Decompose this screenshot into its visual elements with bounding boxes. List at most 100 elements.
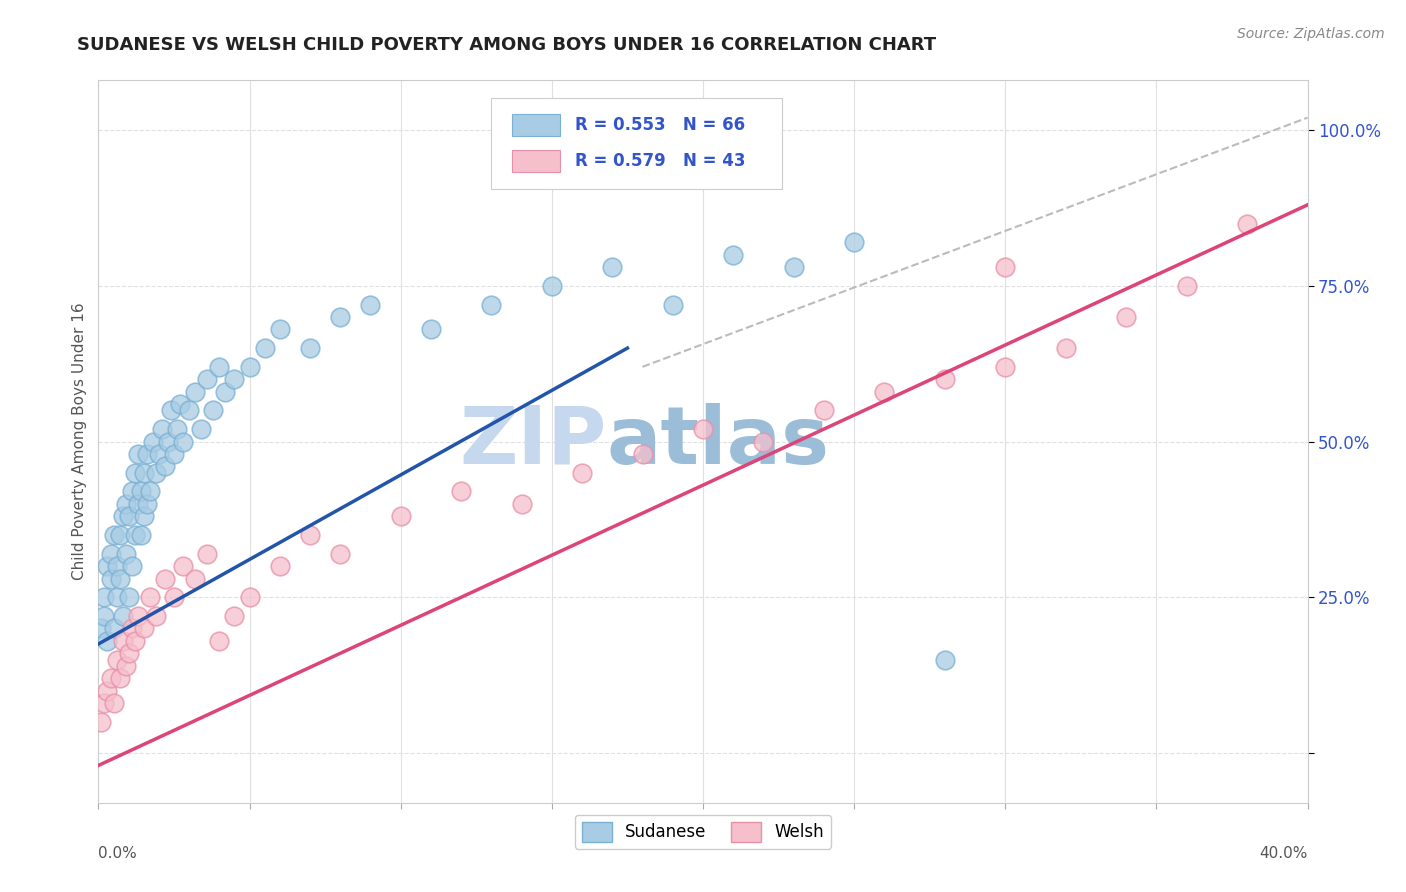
FancyBboxPatch shape (512, 151, 561, 172)
Point (184, 572, 207, 586)
Text: 40.0%: 40.0% (1260, 847, 1308, 861)
Point (153, 572, 176, 586)
Point (139, 484, 162, 499)
Point (661, 297, 683, 311)
Point (132, 621, 155, 635)
Point (93, 591, 115, 605)
Point (93, 696, 115, 710)
Point (121, 484, 143, 499)
Point (172, 434, 194, 449)
Point (108, 528, 131, 542)
Point (540, 278, 562, 293)
Point (139, 591, 162, 605)
Point (114, 547, 136, 561)
Point (163, 591, 186, 605)
Point (118, 646, 141, 660)
Point (148, 447, 170, 461)
Legend: Sudanese, Welsh: Sudanese, Welsh (575, 815, 831, 848)
Point (124, 633, 146, 648)
Point (135, 497, 157, 511)
Point (108, 572, 131, 586)
Point (100, 572, 122, 586)
Point (692, 422, 714, 436)
Point (1054, 341, 1077, 355)
Point (145, 466, 167, 480)
Point (100, 671, 122, 685)
Point (160, 403, 183, 417)
Point (96, 633, 118, 648)
Point (329, 547, 352, 561)
Point (783, 260, 806, 274)
Point (103, 621, 125, 635)
Point (253, 341, 276, 355)
Point (481, 297, 503, 311)
Point (114, 497, 136, 511)
Point (571, 466, 593, 480)
Point (129, 528, 152, 542)
Point (239, 591, 262, 605)
Point (179, 403, 201, 417)
Text: ZIP: ZIP (458, 402, 606, 481)
Point (108, 671, 131, 685)
Point (631, 447, 654, 461)
Point (299, 528, 322, 542)
Point (118, 591, 141, 605)
Point (420, 322, 443, 336)
Point (1115, 310, 1137, 324)
Point (169, 397, 191, 411)
Point (163, 447, 186, 461)
Point (111, 633, 134, 648)
Point (127, 447, 149, 461)
FancyBboxPatch shape (512, 114, 561, 136)
Point (153, 459, 176, 474)
Point (510, 497, 533, 511)
Point (156, 434, 179, 449)
Text: SUDANESE VS WELSH CHILD POVERTY AMONG BOYS UNDER 16 CORRELATION CHART: SUDANESE VS WELSH CHILD POVERTY AMONG BO… (77, 36, 936, 54)
Point (100, 547, 122, 561)
Point (202, 403, 225, 417)
Point (195, 547, 218, 561)
Point (111, 509, 134, 524)
Point (172, 559, 194, 574)
Point (111, 609, 134, 624)
Point (166, 422, 188, 436)
Point (124, 466, 146, 480)
Point (90, 621, 112, 635)
Point (184, 384, 207, 399)
Point (195, 372, 218, 386)
FancyBboxPatch shape (492, 98, 782, 189)
Point (103, 528, 125, 542)
Text: 0.0%: 0.0% (98, 847, 138, 861)
Point (873, 384, 896, 399)
Point (450, 484, 472, 499)
Point (145, 609, 167, 624)
Point (121, 621, 143, 635)
Point (121, 559, 143, 574)
Point (105, 652, 128, 666)
Point (723, 248, 745, 262)
Point (103, 696, 125, 710)
Point (994, 359, 1017, 374)
Point (105, 559, 128, 574)
Point (96, 683, 118, 698)
Point (124, 528, 146, 542)
Point (142, 434, 165, 449)
Text: Source: ZipAtlas.com: Source: ZipAtlas.com (1237, 27, 1385, 41)
Point (934, 372, 956, 386)
Point (844, 235, 866, 250)
Point (1175, 278, 1198, 293)
Point (360, 297, 382, 311)
Point (129, 484, 152, 499)
Point (813, 403, 835, 417)
Text: atlas: atlas (606, 402, 830, 481)
Point (224, 609, 246, 624)
Point (90, 714, 112, 729)
Point (299, 341, 322, 355)
Point (329, 310, 352, 324)
Point (269, 559, 291, 574)
Point (105, 591, 128, 605)
Point (150, 422, 173, 436)
Point (132, 509, 155, 524)
Text: R = 0.553   N = 66: R = 0.553 N = 66 (575, 116, 745, 134)
Point (1236, 217, 1258, 231)
